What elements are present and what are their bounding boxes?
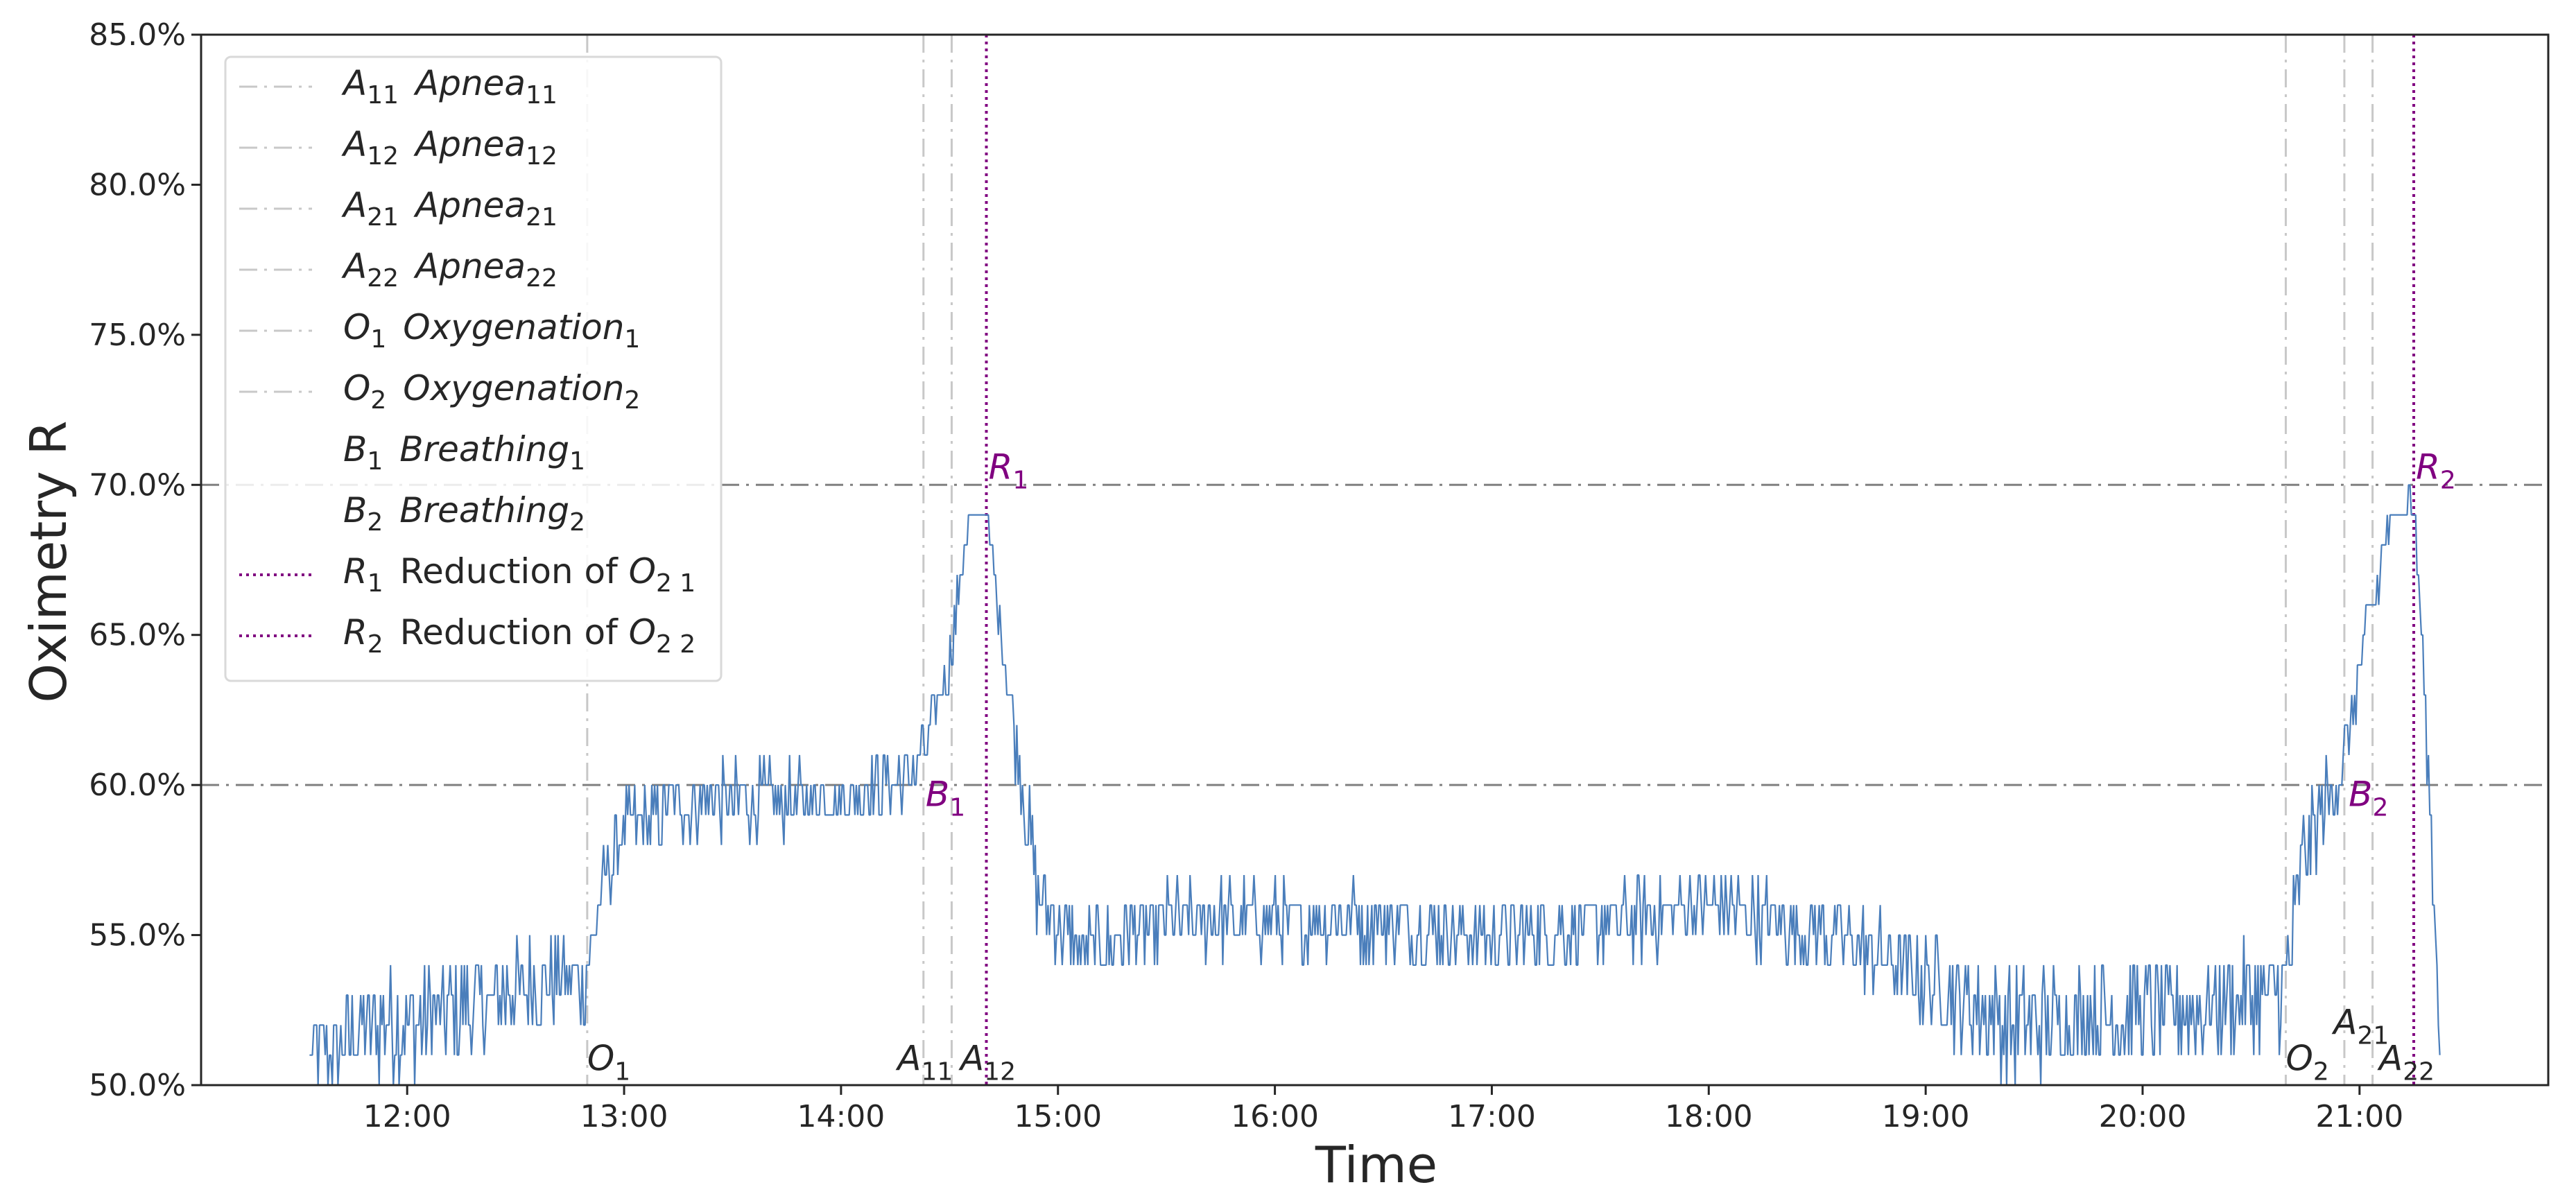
y-tick-label: 60.0% (89, 768, 186, 803)
x-tick-label: 14:00 (797, 1099, 885, 1134)
legend-box (224, 55, 723, 682)
x-axis: 12:00 13:00 14:00 15:00 16:00 17:00 18:00 19:00… (363, 1085, 2403, 1134)
legend-entry-a12: A12 Apnea12 (341, 124, 557, 171)
legend-entry-a11: A11 Apnea11 (341, 63, 557, 110)
x-tick-label: 15:00 (1014, 1099, 1102, 1134)
annotation-a12: A12 (958, 1038, 1016, 1086)
y-tick-label: 65.0% (89, 618, 186, 653)
legend-entry-b2: B2 Breathing2 (343, 490, 585, 537)
x-tick-label: 16:00 (1231, 1099, 1319, 1134)
annotation-a11: A11 (895, 1038, 953, 1086)
annotation-o1: O1 (587, 1038, 630, 1086)
x-tick-label: 18:00 (1665, 1099, 1753, 1134)
annotation-b1: B1 (926, 774, 965, 822)
annotation-r1: R1 (989, 447, 1029, 495)
y-axis-label: Oximetry R (19, 420, 78, 702)
x-tick-label: 19:00 (1882, 1099, 1970, 1134)
x-axis-label: Time (1315, 1136, 1437, 1194)
x-tick-label: 17:00 (1448, 1099, 1536, 1134)
plot-frame (200, 33, 2550, 1087)
annotation-a22: A22 (2377, 1038, 2435, 1086)
x-tick-label: 21:00 (2315, 1099, 2403, 1134)
annotation-b2: B2 (2349, 774, 2388, 822)
x-tick-label: 13:00 (580, 1099, 668, 1134)
y-tick-label: 80.0% (89, 167, 186, 202)
y-tick-label: 85.0% (89, 17, 186, 53)
legend-entry-o2: O2 Oxygenation2 (343, 368, 640, 415)
y-tick-label: 55.0% (89, 918, 186, 953)
legend-entry-r1: R1 Reduction of O2 1 (343, 551, 695, 598)
legend-entry-a22: A22 Apnea22 (341, 246, 557, 293)
oximetry-series-line (309, 484, 2441, 1086)
legend: A11 Apnea11 A12 Apnea12 A21 Apnea21 A22 Apnea22… (224, 55, 723, 682)
y-axis: 50.0% 55.0% 60.0% 65.0% 70.0% 75.0% 80.0% 85.0% (89, 17, 201, 1103)
y-tick-label: 50.0% (89, 1068, 186, 1103)
legend-entry-o1: O1 Oxygenation1 (343, 307, 640, 354)
annotation-o2: O2 (2285, 1038, 2328, 1086)
annotation-r2: R2 (2416, 447, 2456, 495)
series-layer (309, 484, 2441, 1086)
legend-entry-r2: R2 Reduction of O2 2 (343, 612, 695, 659)
y-tick-label: 75.0% (89, 318, 186, 353)
legend-entry-a21: A21 Apnea21 (341, 185, 557, 232)
annotation-a21: A21 (2331, 1002, 2389, 1050)
legend-entry-b1: B1 Breathing1 (343, 429, 585, 476)
x-tick-label: 12:00 (363, 1099, 451, 1134)
y-tick-label: 70.0% (89, 467, 186, 503)
x-tick-label: 20:00 (2099, 1099, 2187, 1134)
